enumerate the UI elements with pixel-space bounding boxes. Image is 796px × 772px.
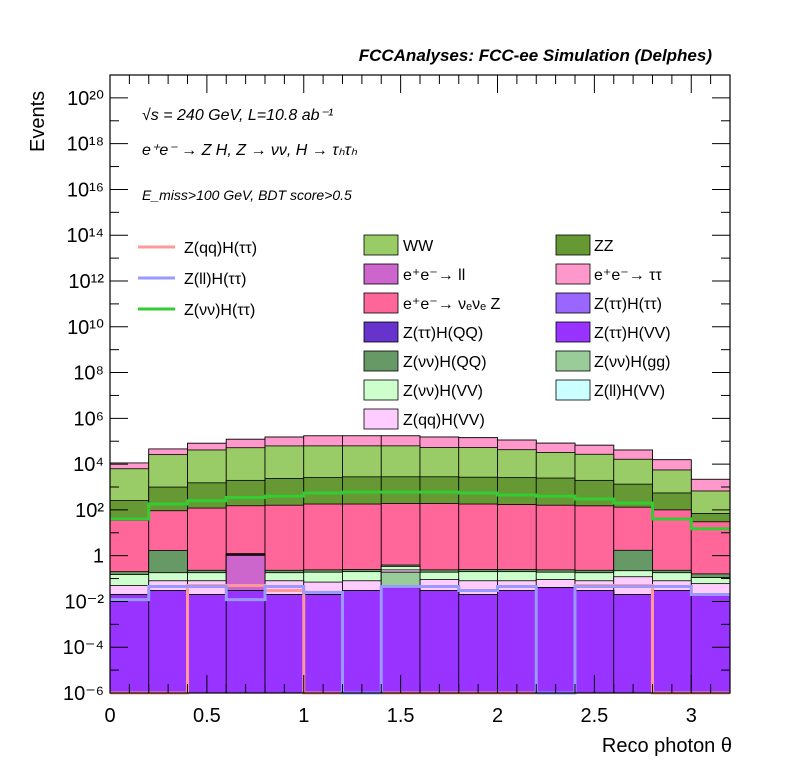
x-tick-label: 0.5 [193, 705, 221, 727]
legend-label-z-h: Z(ττ)H(ττ) [594, 296, 662, 313]
y-tick-label: 10¹² [68, 271, 104, 293]
y-tick-label: 10¹⁶ [67, 179, 104, 201]
bar-z-h-vv-bin-1 [148, 590, 188, 694]
legend-swatch-z-h [555, 292, 591, 314]
y-tick-label: 10¹⁰ [67, 317, 104, 339]
bar-z-h-vv-bin-14 [652, 590, 692, 694]
legend-label-zz: ZZ [594, 238, 614, 255]
process-annotation: e⁺e⁻ → Z H, Z → νν, H → τₕτₕ [142, 142, 358, 159]
legend-swatch-z-h-vv [555, 321, 591, 343]
energy-annotation: √s = 240 GeV, L=10.8 ab⁻¹ [142, 107, 333, 124]
bar-z-h-vv-bin-15 [690, 594, 731, 694]
bar-z-h-vv-bin-10 [497, 590, 537, 694]
y-tick-label: 10¹⁴ [67, 225, 105, 247]
y-tick-label: 10⁻⁴ [63, 637, 104, 659]
y-tick-label: 10⁶ [74, 408, 104, 430]
x-axis-label: Reco photon θ [602, 735, 732, 757]
y-tick-label: 10⁴ [73, 454, 104, 476]
legend-label-z-h-vv: Z(ττ)H(VV) [594, 325, 671, 342]
legend-swatch-z-ll-h-vv [555, 379, 591, 401]
bar-z-h-vv-bin-3 [225, 590, 266, 694]
legend-label-z-h-qq: Z(ττ)H(QQ) [403, 325, 483, 342]
x-tick-label: 1 [298, 705, 309, 727]
legend-label-z-h: Z(νν)H(ττ) [184, 302, 255, 319]
legend-label-e-e-ll: e⁺e⁻→ ll [403, 267, 465, 284]
legend-label-e-e-z: e⁺e⁻→ νₑνₑ Z [403, 296, 500, 313]
legend-label-z-qq-h: Z(qq)H(ττ) [184, 240, 257, 257]
legend-label-ww: WW [403, 238, 434, 255]
legend-label-z-h-vv: Z(νν)H(VV) [403, 383, 483, 400]
legend-swatch-e-e-ll [363, 263, 399, 285]
legend-label-z-h-qq: Z(νν)H(QQ) [403, 354, 487, 371]
line-z-ll-h [110, 584, 730, 695]
x-tick-label: 1.5 [387, 705, 415, 727]
bar-z-h-vv-bin-8 [419, 590, 460, 694]
legend-label-z-h-gg: Z(νν)H(gg) [594, 354, 670, 371]
legend-swatch-e-e [555, 263, 591, 285]
y-tick-label: 10² [75, 500, 104, 522]
line-z-h [110, 490, 730, 531]
legend-label-e-e: e⁺e⁻→ ττ [594, 267, 662, 284]
bar-z-h-vv-bin-6 [342, 590, 382, 694]
legend-swatch-ww [363, 234, 399, 256]
chart-title: FCCAnalyses: FCC-ee Simulation (Delphes) [359, 46, 713, 65]
legend-swatch-e-e-z [363, 292, 399, 314]
histogram-stack [109, 435, 731, 694]
y-tick-label: 10⁸ [73, 363, 104, 385]
bar-z-h-vv-bin-11 [535, 587, 576, 694]
legend-label-z-ll-h-vv: Z(ll)H(VV) [594, 383, 665, 400]
x-tick-label: 2 [492, 705, 503, 727]
x-tick-label: 0 [104, 705, 115, 727]
bar-z-h-vv-bin-13 [613, 594, 653, 694]
x-tick-label: 2.5 [580, 705, 608, 727]
y-axis-label: Events [27, 91, 49, 152]
legend: Z(qq)H(ττ) Z(ll)H(ττ) Z(νν)H(ττ) WW e⁺e⁻→ ll… [138, 234, 671, 430]
y-tick-label: 10²⁰ [67, 88, 104, 110]
bar-z-h-vv-bin-0 [109, 594, 150, 694]
legend-label-z-qq-h-vv: Z(qq)H(VV) [403, 412, 485, 429]
legend-swatch-z-h-gg [555, 350, 591, 372]
x-tick-label: 3 [686, 705, 697, 727]
selection-annotation: E_miss>100 GeV, BDT score>0.5 [142, 187, 352, 203]
bar-z-h-vv-bin-9 [458, 594, 498, 694]
legend-swatch-z-h-qq [363, 321, 399, 343]
y-tick-label: 10⁻⁶ [63, 683, 104, 705]
bar-z-h-vv-bin-5 [303, 594, 343, 694]
y-tick-label: 10⁻² [65, 591, 105, 613]
legend-swatch-zz [555, 234, 591, 256]
y-tick-label: 1 [93, 546, 104, 568]
legend-swatch-z-h-vv [363, 379, 399, 401]
y-tick-label: 10¹⁸ [67, 134, 104, 156]
axis-ticks: 0 0.5 1 1.5 2 2.5 3 10⁻⁶ 10⁻⁴ 10⁻² 1 10² 10⁴ 10⁶ 10⁸ 10… [63, 74, 731, 727]
legend-swatch-z-h-qq [363, 350, 399, 372]
bar-z-h-vv-bin-4 [264, 594, 305, 694]
legend-swatch-z-qq-h-vv [363, 408, 399, 430]
legend-label-z-ll-h: Z(ll)H(ττ) [184, 271, 246, 288]
